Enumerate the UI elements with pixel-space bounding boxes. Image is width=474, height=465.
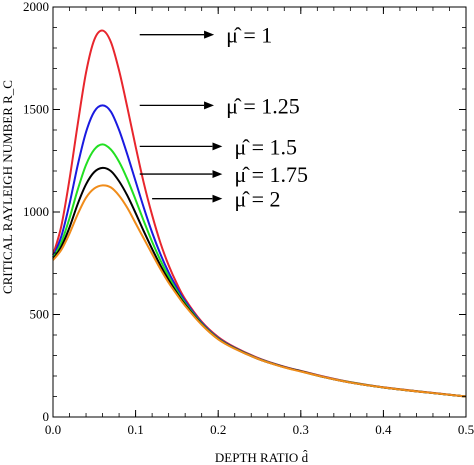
y-tick-label: 1000: [23, 204, 49, 219]
y-tick-label: 0: [43, 409, 50, 424]
y-tick-label: 2000: [23, 0, 49, 14]
x-tick-label: 0.4: [375, 422, 392, 437]
annotation-label: μ̂ = 1.5: [234, 134, 297, 159]
x-tick-label: 0.1: [127, 422, 143, 437]
annotation-label: μ̂ = 1.75: [234, 162, 308, 187]
y-axis-title: CRITICAL RAYLEIGH NUMBER R_C: [0, 80, 15, 294]
y-tick-label: 1500: [23, 102, 49, 117]
curves-layer: [52, 29, 467, 398]
x-tick-label: 0.2: [210, 422, 226, 437]
series-line: [52, 184, 467, 398]
series-line: [52, 29, 467, 398]
x-tick-label: 0.0: [45, 422, 61, 437]
tick-labels-layer: 0.0 0.1 0.2 0.3 0.4 0.5 0 500 1000 1500 2000: [23, 0, 474, 437]
x-tick-label: 0.3: [293, 422, 309, 437]
x-tick-label: 0.5: [458, 422, 474, 437]
annotations-layer: μ̂ = 1 μ̂ = 1.25 μ̂ = 1.5 μ̂ = 1.75μ̂ = 2: [139, 23, 308, 212]
annotation-label: μ̂ = 2: [234, 187, 280, 212]
annotation-label: μ̂ = 1.25: [226, 93, 300, 118]
plot-frame: [52, 6, 467, 418]
x-axis-title: DEPTH RATIO d̂: [215, 450, 309, 465]
ticks-layer: [52, 6, 467, 418]
annotation-label: μ̂ = 1: [226, 23, 272, 48]
y-tick-label: 500: [30, 307, 50, 322]
